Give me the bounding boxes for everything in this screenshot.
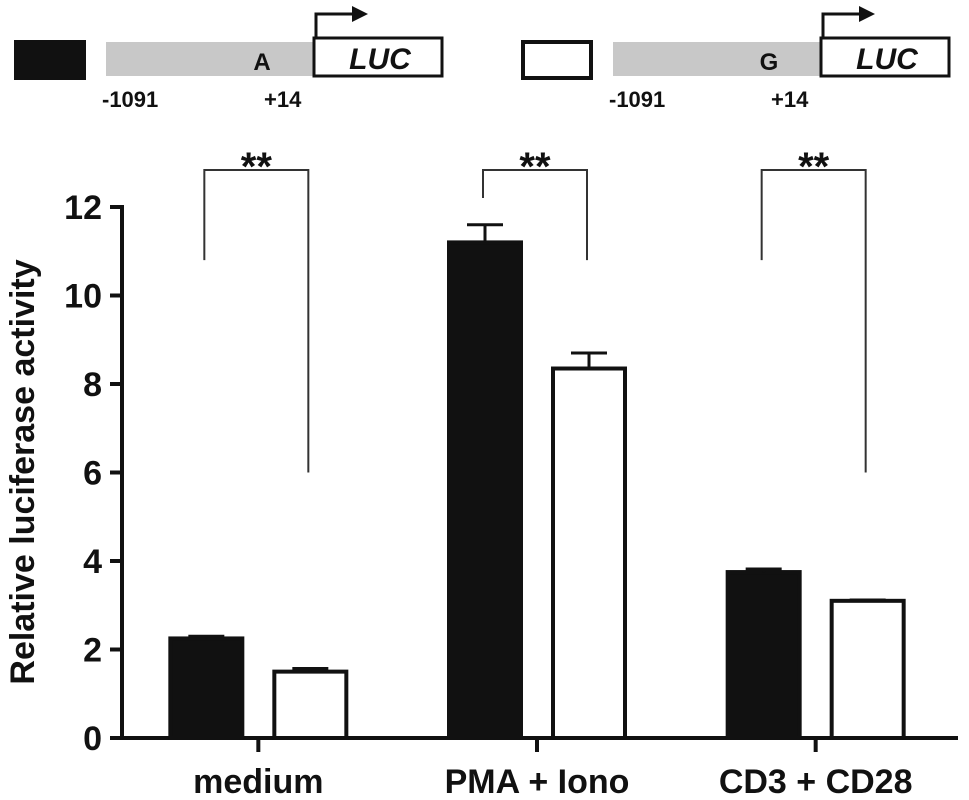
promoter-region <box>106 42 316 76</box>
tss-arrow-head <box>352 6 368 22</box>
x-category-label: CD3 + CD28 <box>719 763 913 800</box>
construct-0: A LUC -1091 +14 <box>14 6 444 112</box>
significance-bracket <box>482 169 588 261</box>
luc-label: LUC <box>349 43 412 76</box>
bar <box>272 669 349 740</box>
allele-label: G <box>760 49 779 76</box>
bars <box>168 223 906 741</box>
tss-arrow-line <box>821 12 861 38</box>
luc-box <box>312 36 444 78</box>
end-position-label: +14 <box>264 87 302 112</box>
significance-bracket <box>760 169 867 473</box>
allele-label: A <box>253 49 270 76</box>
y-tick-label: 8 <box>83 366 102 404</box>
y-tick-label: 10 <box>64 278 102 316</box>
significance-label: ** <box>798 145 830 189</box>
luc-box <box>819 36 951 78</box>
significance-brackets: ** ** ** <box>203 145 867 473</box>
y-tick-label: 4 <box>83 543 102 581</box>
luc-label: LUC <box>856 43 919 76</box>
end-position-label: +14 <box>771 87 809 112</box>
bar <box>551 366 627 740</box>
promoter-region <box>613 42 823 76</box>
legend-swatch <box>521 40 593 80</box>
tss-arrow-head <box>859 6 875 22</box>
bar <box>447 240 523 740</box>
y-tick-label: 12 <box>64 189 102 227</box>
y-axis-label: Relative luciferase activity <box>4 259 42 684</box>
bar <box>725 570 802 740</box>
y-tick-label: 2 <box>83 632 102 670</box>
y-tick-label: 6 <box>83 455 102 493</box>
start-position-label: -1091 <box>102 87 158 112</box>
legend-swatch <box>14 40 86 80</box>
start-position-label: -1091 <box>609 87 665 112</box>
bar <box>829 598 906 741</box>
construct-legend: A LUC -1091 +14 G LUC -1091 +14 <box>14 6 951 112</box>
significance-bracket <box>203 169 310 473</box>
x-category-label: PMA + Iono <box>445 763 630 800</box>
tss-arrow-line <box>314 12 354 38</box>
axes: 0 2 4 6 8 10 12 medium PMA + Iono CD3 + CD28 <box>64 189 958 800</box>
x-category-label: medium <box>193 763 323 800</box>
significance-label: ** <box>519 145 551 189</box>
construct-1: G LUC -1091 +14 <box>521 6 951 112</box>
y-tick-label: 0 <box>83 720 102 758</box>
significance-label: ** <box>241 145 273 189</box>
bar <box>168 636 245 740</box>
